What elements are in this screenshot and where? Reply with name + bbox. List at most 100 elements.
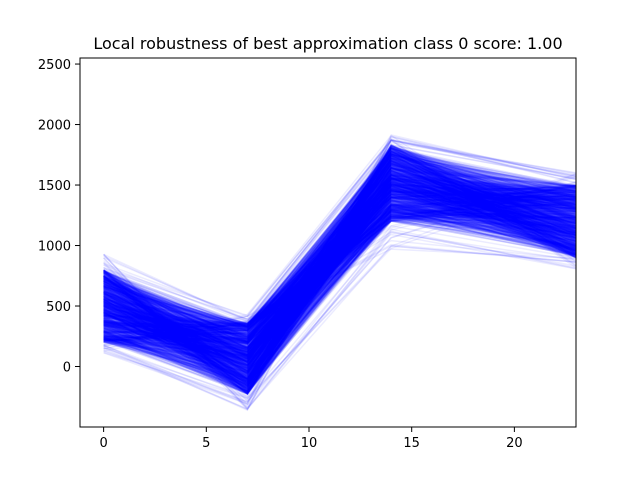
series-line-594 <box>103 158 577 380</box>
series-line-251 <box>103 166 577 372</box>
series-line-858 <box>103 186 577 380</box>
series-line-569 <box>103 193 577 347</box>
series-line-98 <box>103 146 577 381</box>
series-line-564 <box>103 176 577 351</box>
series-line-713 <box>103 187 577 343</box>
series-line-985 <box>103 185 577 352</box>
series-line-394 <box>103 185 577 365</box>
series-line-857 <box>103 155 577 332</box>
series-line-314 <box>103 191 577 361</box>
series-line-888 <box>103 155 577 360</box>
series-line-718 <box>103 195 577 355</box>
series-line-268 <box>103 166 577 385</box>
series-line-856 <box>103 163 577 345</box>
series-line-611 <box>103 186 577 366</box>
series-line-788 <box>103 193 577 378</box>
series-line-820 <box>103 176 577 381</box>
series-line-676 <box>103 199 577 395</box>
series-line-524 <box>103 179 577 345</box>
series-line-943 <box>103 178 577 374</box>
series-line-463 <box>103 166 577 368</box>
series-line-490 <box>103 160 577 366</box>
series-line-573 <box>103 184 577 329</box>
series-line-209 <box>103 188 577 354</box>
series-line-406 <box>103 179 577 373</box>
series-line-28 <box>103 162 577 332</box>
series-line-947 <box>103 196 577 326</box>
series-line-878 <box>103 182 577 366</box>
series-line-898 <box>103 210 577 387</box>
series-line-135 <box>103 193 577 387</box>
series-line-895 <box>103 147 577 337</box>
series-line-352 <box>103 176 577 355</box>
series-line-1021 <box>103 143 577 321</box>
series-line-887 <box>103 188 577 360</box>
series-line-19 <box>103 194 577 359</box>
series-line-738 <box>103 185 577 353</box>
series-line-507 <box>103 202 577 395</box>
series-line-803 <box>103 202 577 343</box>
series-line-743 <box>103 147 577 339</box>
series-line-192 <box>103 177 577 361</box>
series-line-364 <box>103 204 577 327</box>
series-line-2 <box>103 181 577 353</box>
series-line-128 <box>103 185 577 393</box>
series-line-271 <box>103 154 577 390</box>
series-line-55 <box>103 183 577 377</box>
series-line-189 <box>103 174 577 363</box>
series-line-830 <box>103 203 577 352</box>
series-line-1004 <box>103 138 577 318</box>
series-line-383 <box>103 188 577 362</box>
series-line-12 <box>103 192 577 393</box>
series-line-539 <box>103 148 577 382</box>
series-line-692 <box>103 192 577 358</box>
series-line-663 <box>103 175 577 354</box>
series-line-992 <box>103 178 577 350</box>
series-line-84 <box>103 190 577 372</box>
series-line-996 <box>103 205 577 377</box>
series-line-195 <box>103 148 577 335</box>
series-line-254 <box>103 150 577 341</box>
series-line-319 <box>103 186 577 374</box>
series-line-30 <box>103 149 577 391</box>
series-line-517 <box>103 147 577 343</box>
series-line-113 <box>103 196 577 362</box>
series-line-131 <box>103 166 577 364</box>
series-line-750 <box>103 202 577 363</box>
series-line-201 <box>103 198 577 371</box>
series-line-731 <box>103 174 577 361</box>
x-tick-label-4: 20 <box>506 436 523 451</box>
series-line-182 <box>103 204 577 395</box>
series-line-280 <box>103 185 577 332</box>
series-line-758 <box>103 200 577 395</box>
series-line-799 <box>103 146 577 387</box>
series-line-894 <box>103 168 577 383</box>
series-line-512 <box>103 180 577 372</box>
series-line-136 <box>103 182 577 381</box>
series-line-123 <box>103 213 577 382</box>
series-line-732 <box>103 183 577 376</box>
series-line-78 <box>103 204 577 369</box>
series-line-643 <box>103 193 577 325</box>
series-line-638 <box>103 181 577 394</box>
series-line-854 <box>103 195 577 326</box>
series-line-714 <box>103 203 577 385</box>
series-line-80 <box>103 206 577 364</box>
series-line-647 <box>103 180 577 343</box>
series-line-733 <box>103 147 577 359</box>
series-line-276 <box>103 178 577 340</box>
series-line-710 <box>103 144 577 342</box>
series-line-971 <box>103 153 577 372</box>
series-line-242 <box>103 151 577 375</box>
series-line-86 <box>103 198 577 378</box>
series-line-962 <box>103 183 577 380</box>
series-line-705 <box>103 153 577 339</box>
series-line-789 <box>103 210 577 357</box>
series-line-323 <box>103 191 577 371</box>
series-line-555 <box>103 161 577 357</box>
series-line-408 <box>103 189 577 350</box>
series-line-301 <box>103 153 577 395</box>
series-line-1013 <box>103 173 577 344</box>
series-line-722 <box>103 185 577 389</box>
